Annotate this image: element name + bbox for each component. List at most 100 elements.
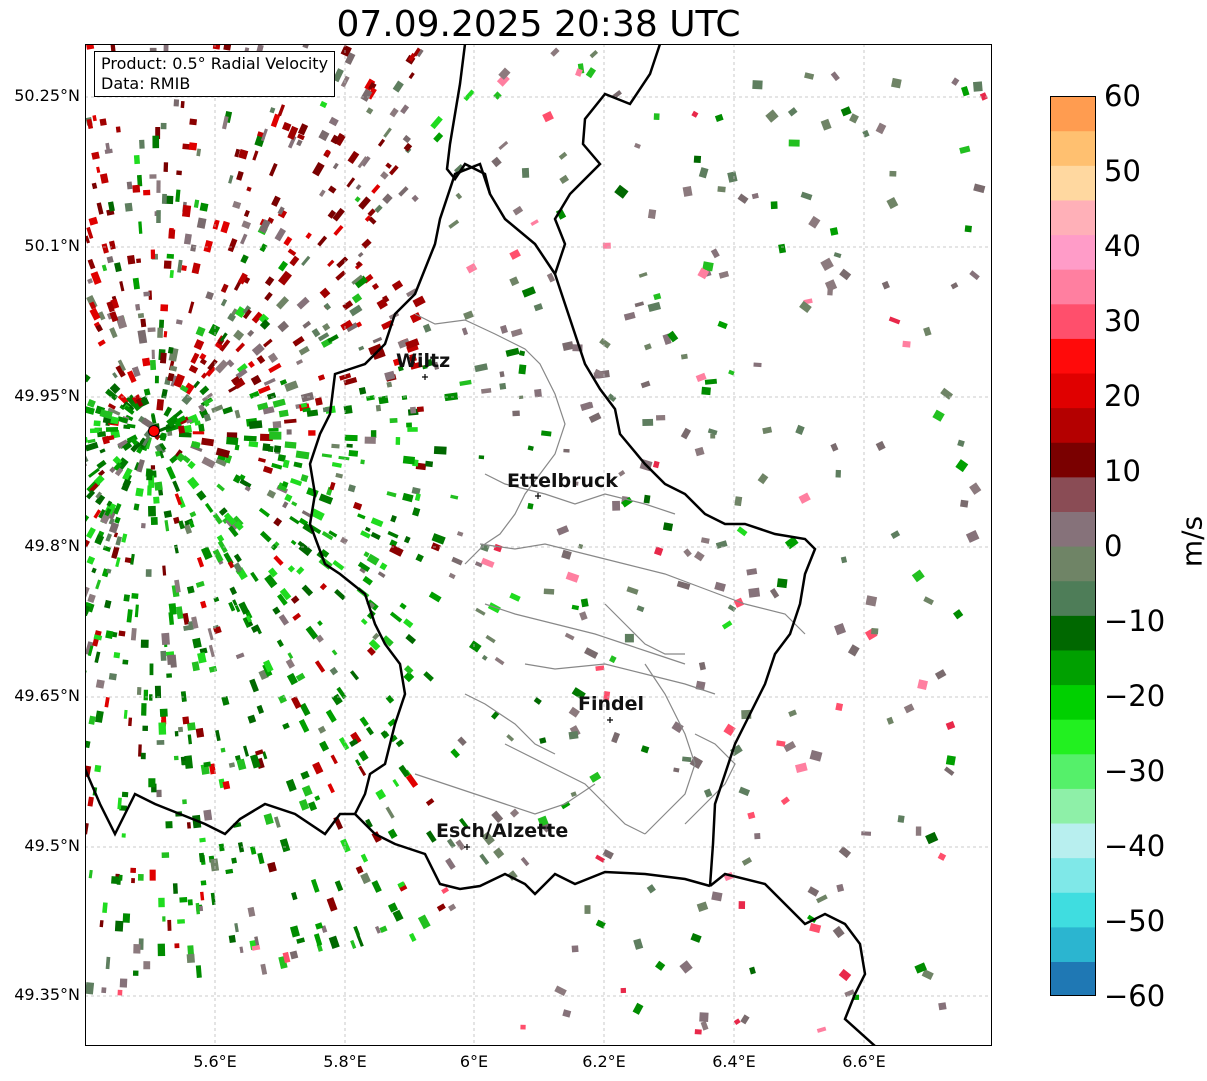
radar-echo <box>844 989 855 998</box>
radar-echo <box>115 364 126 378</box>
radar-echo <box>354 196 361 203</box>
radar-echo <box>326 897 338 912</box>
radar-echo <box>455 192 463 200</box>
radar-echo <box>364 215 372 222</box>
radar-echo <box>143 291 150 297</box>
radar-echo <box>105 533 113 542</box>
radar-echo <box>183 523 193 535</box>
radar-echo <box>257 402 269 411</box>
radar-echo <box>158 319 165 328</box>
colorbar-tick-label: −10 <box>1104 604 1166 638</box>
radar-echo <box>186 722 196 731</box>
radar-echo <box>546 272 556 283</box>
radar-echo <box>198 404 206 413</box>
radar-echo <box>177 425 186 434</box>
radar-echo <box>607 393 617 403</box>
radar-echo <box>235 368 248 379</box>
radar-echo <box>317 374 326 381</box>
radar-echo <box>468 640 482 653</box>
radar-echo <box>235 306 247 318</box>
radar-echo <box>117 797 122 810</box>
radar-echo <box>680 353 688 360</box>
radar-echo <box>216 534 225 543</box>
radar-echo <box>235 342 246 353</box>
radar-echo <box>833 252 842 259</box>
radar-echo <box>159 708 168 717</box>
radar-echo <box>809 923 822 934</box>
radar-echo <box>268 362 282 374</box>
radar-echo <box>509 808 520 818</box>
radar-echo <box>897 815 905 823</box>
radar-echo <box>340 536 349 545</box>
colorbar-tick-label: −50 <box>1104 904 1166 938</box>
radar-echo <box>204 502 214 513</box>
radar-echo <box>130 553 135 565</box>
radar-echo <box>102 902 108 914</box>
radar-echo <box>403 665 414 675</box>
radar-echo <box>694 551 705 562</box>
radar-echo <box>199 385 210 396</box>
colorbar-tick-label: 10 <box>1104 454 1141 488</box>
radar-echo <box>246 186 252 192</box>
radar-echo <box>233 329 245 341</box>
radar-echo <box>282 459 290 469</box>
radar-echo <box>173 516 180 525</box>
radar-echo <box>865 595 878 607</box>
radar-echo <box>187 945 195 956</box>
radar-echo <box>236 170 244 181</box>
radar-echo <box>794 762 808 774</box>
radar-echo <box>106 256 114 264</box>
radar-echo <box>682 756 692 763</box>
radar-echo <box>570 791 577 798</box>
radar-echo <box>700 537 710 544</box>
radar-echo <box>208 323 221 337</box>
radar-map[interactable] <box>85 44 992 1046</box>
radar-echo <box>333 225 344 236</box>
radar-echo <box>154 481 163 491</box>
radar-echo <box>584 905 591 914</box>
radar-echo <box>346 443 353 448</box>
radar-echo <box>93 474 105 486</box>
radar-echo <box>310 878 320 893</box>
radar-echo <box>701 386 711 396</box>
radar-echo <box>636 605 645 613</box>
radar-echo <box>133 503 140 511</box>
radar-echo <box>344 52 356 65</box>
radar-echo <box>99 920 104 928</box>
radar-echo <box>85 641 95 656</box>
radar-echo <box>173 373 185 388</box>
radar-echo <box>228 762 236 768</box>
radar-echo <box>694 1029 702 1035</box>
radar-echo <box>85 374 91 383</box>
radar-echo <box>568 706 580 718</box>
radar-echo <box>362 575 373 586</box>
radar-echo <box>728 369 735 376</box>
radar-echo <box>466 263 478 274</box>
radar-echo <box>602 849 614 860</box>
radar-echo <box>285 778 297 792</box>
radar-echo <box>156 180 161 193</box>
radar-echo <box>228 934 236 944</box>
radar-echo <box>830 442 839 452</box>
radar-echo <box>87 258 96 270</box>
radar-echo <box>361 238 372 249</box>
radar-echo <box>105 630 114 639</box>
radar-echo <box>400 104 410 115</box>
radar-echo <box>195 727 205 738</box>
radar-echo <box>358 750 369 762</box>
radar-echo <box>693 155 702 164</box>
radar-echo <box>271 195 281 207</box>
radar-echo <box>343 377 358 386</box>
radar-echo <box>149 694 153 701</box>
radar-echo <box>527 502 534 510</box>
radar-echo <box>840 556 848 564</box>
colorbar-swatch <box>1050 684 1096 720</box>
radar-echo <box>108 522 120 534</box>
radar-echo <box>214 359 229 374</box>
radar-echo <box>173 755 179 761</box>
radar-echo <box>738 786 751 797</box>
radar-echo <box>441 886 449 895</box>
radar-echo <box>262 465 274 474</box>
radar-echo <box>158 450 165 459</box>
radar-echo <box>312 761 324 775</box>
